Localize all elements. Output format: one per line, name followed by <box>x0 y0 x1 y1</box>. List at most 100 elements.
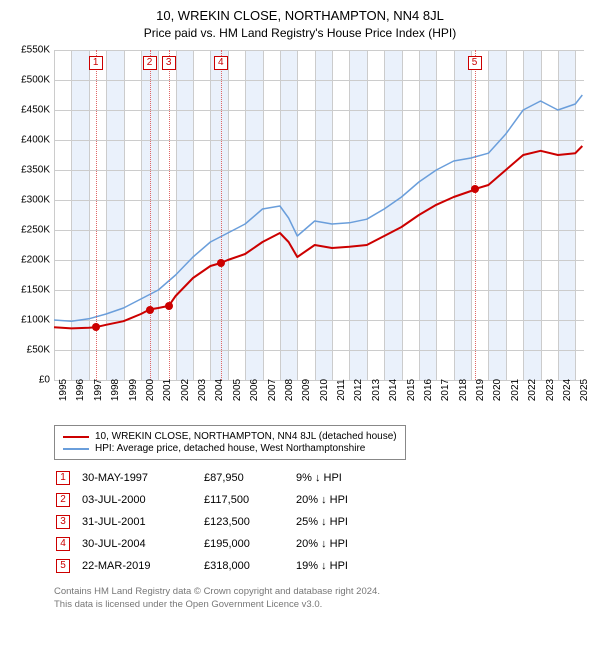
y-tick-label: £250K <box>21 225 50 236</box>
sale-diff: 20% ↓ HPI <box>296 490 358 510</box>
sales-row: 1 30-MAY-1997£87,9509% ↓ HPI <box>56 468 358 488</box>
x-tick-label: 1997 <box>93 379 104 401</box>
sale-dot <box>92 323 100 331</box>
y-tick-label: £150K <box>21 285 50 296</box>
sale-price: £123,500 <box>204 512 294 532</box>
title-block: 10, WREKIN CLOSE, NORTHAMPTON, NN4 8JL P… <box>10 8 590 40</box>
x-tick-label: 2014 <box>388 379 399 401</box>
sale-number-box: 1 <box>56 471 70 485</box>
sale-price: £195,000 <box>204 534 294 554</box>
y-tick-label: £500K <box>21 75 50 86</box>
y-tick-label: £350K <box>21 165 50 176</box>
y-tick-label: £450K <box>21 105 50 116</box>
x-tick-label: 2010 <box>319 379 330 401</box>
x-tick-label: 1995 <box>58 379 69 401</box>
chart-container: 10, WREKIN CLOSE, NORTHAMPTON, NN4 8JL P… <box>0 0 600 650</box>
sale-marker-line <box>475 50 476 380</box>
x-tick-label: 2021 <box>510 379 521 401</box>
sale-dot <box>146 306 154 314</box>
sale-number-box: 5 <box>56 559 70 573</box>
sale-price: £117,500 <box>204 490 294 510</box>
sales-row: 5 22-MAR-2019£318,00019% ↓ HPI <box>56 556 358 576</box>
sale-number-box: 3 <box>56 515 70 529</box>
sales-table: 130-MAY-1997£87,9509% ↓ HPI203-JUL-2000£… <box>54 466 360 578</box>
sale-number-box: 4 <box>56 537 70 551</box>
legend-item: 10, WREKIN CLOSE, NORTHAMPTON, NN4 8JL (… <box>63 431 397 442</box>
x-tick-label: 2004 <box>214 379 225 401</box>
chart-subtitle: Price paid vs. HM Land Registry's House … <box>10 26 590 40</box>
sale-number-box: 2 <box>56 493 70 507</box>
y-tick-label: £550K <box>21 45 50 56</box>
y-tick-label: £50K <box>27 345 50 356</box>
sale-marker-box: 4 <box>214 56 228 70</box>
sales-row: 2 03-JUL-2000£117,50020% ↓ HPI <box>56 490 358 510</box>
x-tick-label: 2006 <box>249 379 260 401</box>
legend-label: 10, WREKIN CLOSE, NORTHAMPTON, NN4 8JL (… <box>95 431 397 442</box>
chart-area: 12345 1995199619971998199920002001200220… <box>10 46 590 421</box>
sales-row: 3 31-JUL-2001£123,50025% ↓ HPI <box>56 512 358 532</box>
x-tick-label: 1999 <box>128 379 139 401</box>
sale-diff: 9% ↓ HPI <box>296 468 358 488</box>
x-tick-label: 1996 <box>75 379 86 401</box>
x-tick-label: 2008 <box>284 379 295 401</box>
y-tick-label: £300K <box>21 195 50 206</box>
sale-marker-line <box>221 50 222 380</box>
sale-price: £87,950 <box>204 468 294 488</box>
x-tick-label: 2015 <box>406 379 417 401</box>
x-tick-label: 2022 <box>527 379 538 401</box>
sale-diff: 25% ↓ HPI <box>296 512 358 532</box>
sale-marker-line <box>150 50 151 380</box>
x-tick-label: 2005 <box>232 379 243 401</box>
x-tick-label: 2007 <box>267 379 278 401</box>
legend-swatch <box>63 436 89 438</box>
y-tick-label: £200K <box>21 255 50 266</box>
x-tick-label: 2009 <box>301 379 312 401</box>
series-property <box>54 146 582 328</box>
series-svg <box>54 50 584 380</box>
footer-attribution: Contains HM Land Registry data © Crown c… <box>54 586 590 612</box>
x-tick-label: 2020 <box>492 379 503 401</box>
legend-swatch <box>63 448 89 450</box>
sale-marker-box: 1 <box>89 56 103 70</box>
sale-dot <box>217 259 225 267</box>
sale-date: 30-JUL-2004 <box>82 534 202 554</box>
y-tick-label: £100K <box>21 315 50 326</box>
sale-marker-box: 3 <box>162 56 176 70</box>
series-hpi <box>54 95 582 321</box>
legend-item: HPI: Average price, detached house, West… <box>63 443 397 454</box>
y-tick-label: £400K <box>21 135 50 146</box>
sale-diff: 19% ↓ HPI <box>296 556 358 576</box>
x-tick-label: 2003 <box>197 379 208 401</box>
sale-price: £318,000 <box>204 556 294 576</box>
sale-date: 31-JUL-2001 <box>82 512 202 532</box>
x-tick-label: 2024 <box>562 379 573 401</box>
sales-row: 4 30-JUL-2004£195,00020% ↓ HPI <box>56 534 358 554</box>
sale-dot <box>165 302 173 310</box>
sale-date: 03-JUL-2000 <box>82 490 202 510</box>
legend-label: HPI: Average price, detached house, West… <box>95 443 365 454</box>
x-tick-label: 1998 <box>110 379 121 401</box>
legend: 10, WREKIN CLOSE, NORTHAMPTON, NN4 8JL (… <box>54 425 406 460</box>
x-tick-label: 2017 <box>440 379 451 401</box>
sale-marker-line <box>169 50 170 380</box>
x-tick-label: 2002 <box>180 379 191 401</box>
x-tick-label: 2023 <box>545 379 556 401</box>
x-tick-label: 2019 <box>475 379 486 401</box>
x-tick-label: 2011 <box>336 379 347 401</box>
x-tick-label: 2012 <box>353 379 364 401</box>
y-tick-label: £0 <box>39 375 50 386</box>
x-tick-label: 2013 <box>371 379 382 401</box>
sale-dot <box>471 185 479 193</box>
footer-line: Contains HM Land Registry data © Crown c… <box>54 586 590 599</box>
x-tick-label: 2025 <box>579 379 590 401</box>
x-tick-label: 2001 <box>162 379 173 401</box>
sale-date: 22-MAR-2019 <box>82 556 202 576</box>
x-tick-label: 2016 <box>423 379 434 401</box>
sale-date: 30-MAY-1997 <box>82 468 202 488</box>
chart-title: 10, WREKIN CLOSE, NORTHAMPTON, NN4 8JL <box>10 8 590 23</box>
sale-marker-box: 5 <box>468 56 482 70</box>
sale-diff: 20% ↓ HPI <box>296 534 358 554</box>
plot-region: 12345 <box>54 50 584 380</box>
x-tick-label: 2018 <box>458 379 469 401</box>
x-tick-label: 2000 <box>145 379 156 401</box>
